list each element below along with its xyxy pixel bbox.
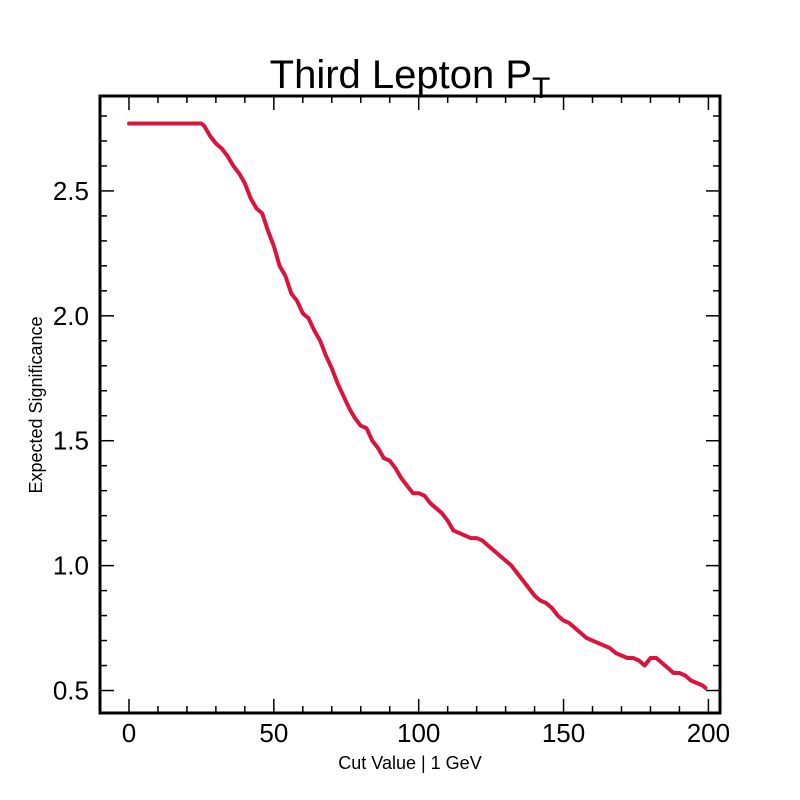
axis-tick-labels: 0 50 100 150 200 0.5 1.0 1.5 2.0 2.5 [53,176,730,748]
y-tick-label: 1.5 [53,426,89,456]
plot-frame [98,94,722,715]
series-line [127,121,708,690]
y-tick-label: 1.0 [53,551,89,581]
x-tick-label: 200 [687,718,730,748]
x-tick-label: 100 [397,718,440,748]
x-tick-label: 150 [542,718,585,748]
x-axis-label: Cut Value | 1 GeV [338,753,481,773]
axis-ticks [100,96,720,713]
y-tick-label: 2.5 [53,176,89,206]
y-tick-label: 0.5 [53,676,89,706]
x-tick-label: 50 [259,718,288,748]
x-tick-label: 0 [122,718,136,748]
y-tick-label: 2.0 [53,301,89,331]
chart-title-main: Third Lepton P [270,53,532,97]
y-axis-label: Expected Significance [26,316,46,493]
